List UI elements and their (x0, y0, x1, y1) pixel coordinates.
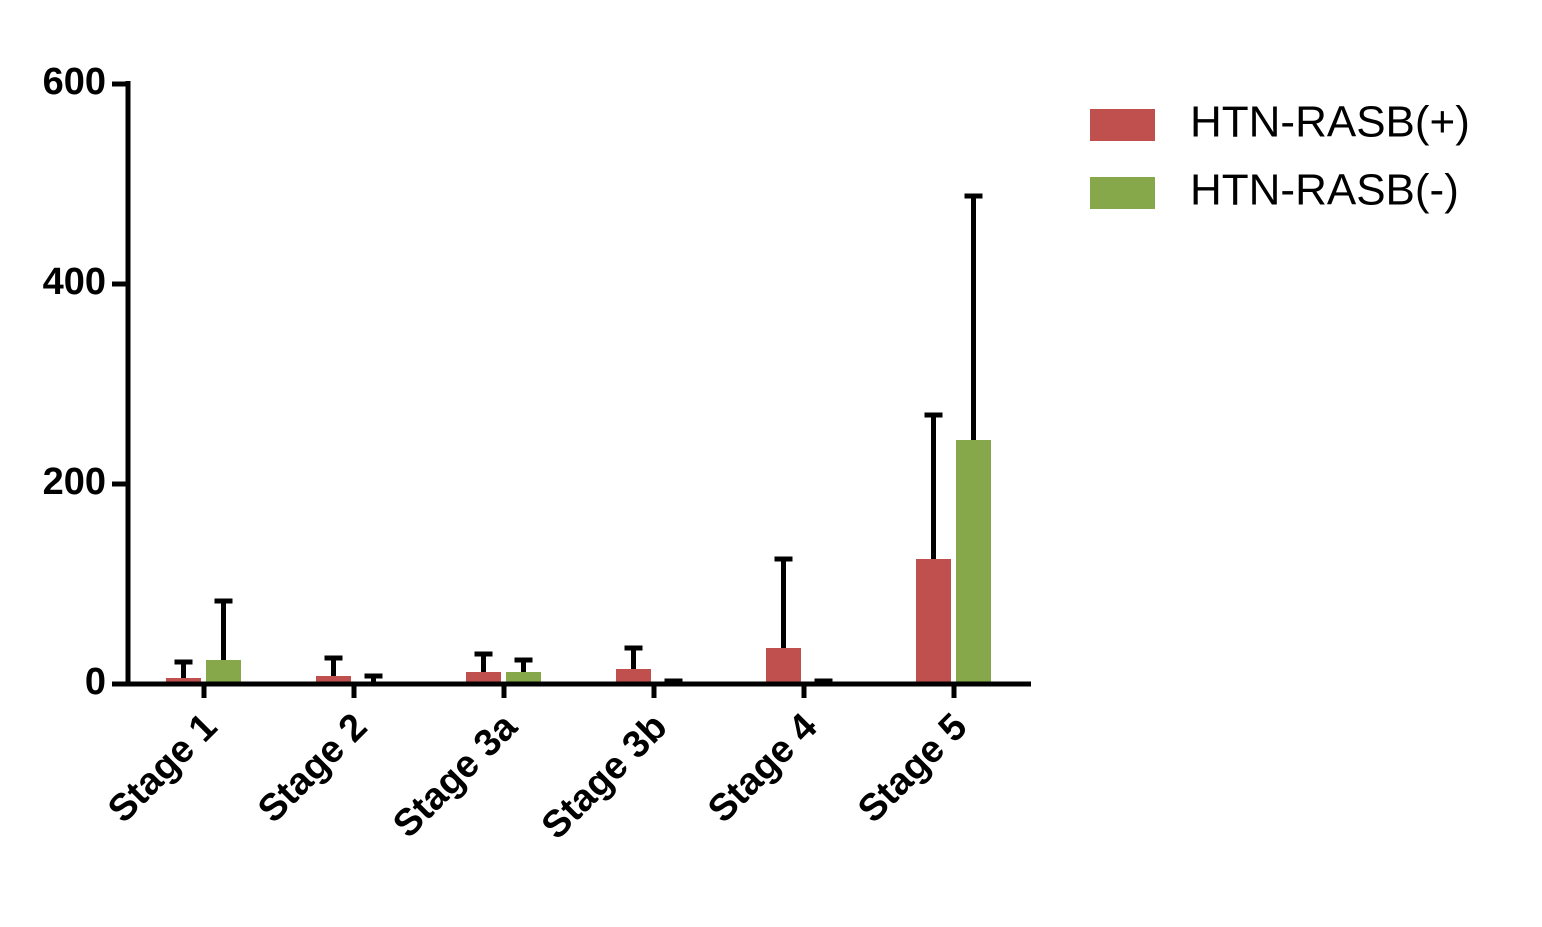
y-tick-label: 200 (43, 461, 106, 503)
bar (616, 669, 651, 684)
bar (166, 678, 201, 684)
legend-swatch (1090, 177, 1155, 209)
bar (206, 660, 241, 684)
x-tick-label: Stage 3b (534, 706, 676, 848)
x-tick-label: Stage 1 (100, 706, 225, 831)
bar (956, 440, 991, 684)
y-tick-label: 0 (85, 661, 106, 703)
bar (506, 672, 541, 684)
bar (316, 676, 351, 684)
legend-label: HTN-RASB(+) (1190, 98, 1470, 147)
x-tick-label: Stage 3a (385, 705, 526, 846)
y-tick-label: 400 (43, 261, 106, 303)
x-tick-label: Stage 5 (850, 706, 975, 831)
x-tick-label: Stage 4 (700, 706, 825, 831)
legend-swatch (1090, 109, 1155, 141)
legend-label: HTN-RASB(-) (1190, 166, 1459, 215)
x-tick-label: Stage 2 (250, 706, 375, 831)
y-tick-label: 600 (43, 61, 106, 103)
bar (766, 648, 801, 684)
bar (466, 672, 501, 684)
bar (916, 559, 951, 684)
